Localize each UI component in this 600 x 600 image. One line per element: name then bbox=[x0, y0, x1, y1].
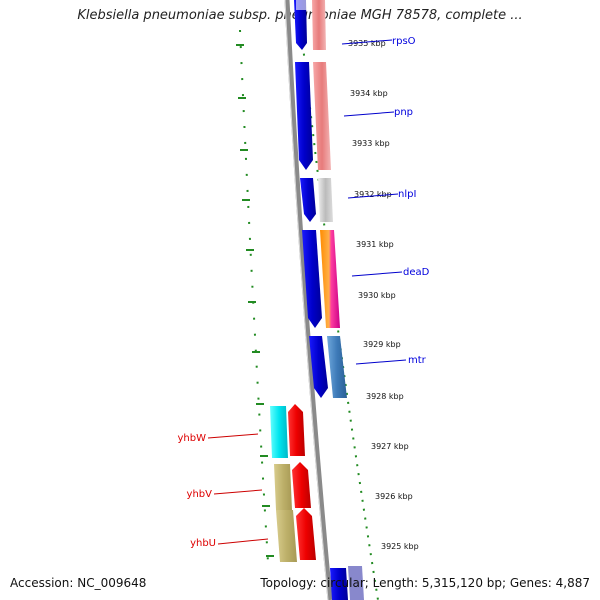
genome-summary: Topology: circular; Length: 5,315,120 bp… bbox=[260, 576, 590, 590]
cog-colored-genes bbox=[296, 0, 364, 600]
gene-rpsO-arrow bbox=[294, 0, 307, 50]
gene-nlpI-arrow bbox=[300, 178, 316, 222]
tick-label: 3926 kbp bbox=[375, 492, 413, 501]
gene-yhbW-arrow bbox=[288, 404, 305, 456]
gene-label-yhbW[interactable]: yhbW bbox=[178, 433, 207, 444]
reverse-strand-genes bbox=[288, 404, 316, 560]
gene-label-yhbU[interactable]: yhbU bbox=[190, 538, 216, 549]
genome-backbone bbox=[284, 0, 333, 600]
genome-backbone-highlight bbox=[284, 0, 329, 600]
gene-label-rpsO[interactable]: rpsO bbox=[392, 36, 416, 47]
gene-label-deaD[interactable]: deaD bbox=[403, 267, 430, 278]
gene-mtr-arrow bbox=[309, 336, 328, 398]
gene-yhbV-arrow bbox=[292, 462, 311, 508]
tick-label: 3930 kbp bbox=[358, 291, 396, 300]
tick-label: 3927 kbp bbox=[371, 442, 409, 451]
gc-skew-ticks bbox=[236, 44, 274, 557]
forward-label-lines bbox=[341, 39, 407, 365]
gene-label-pnp[interactable]: pnp bbox=[394, 107, 413, 118]
tick-label: 3933 kbp bbox=[352, 139, 390, 148]
inner-dotted-track bbox=[239, 29, 269, 563]
reverse-label-lines bbox=[207, 433, 269, 545]
tick-label: 3929 kbp bbox=[363, 340, 401, 349]
gene-pnp-arrow bbox=[295, 62, 313, 170]
gene-deaD-arrow bbox=[302, 230, 322, 328]
gene-label-nlpI[interactable]: nlpI bbox=[398, 189, 416, 200]
reverse-cog-colored-genes bbox=[270, 406, 297, 562]
accession-label: Accession: NC_009648 bbox=[10, 576, 147, 590]
gene-label-mtr[interactable]: mtr bbox=[408, 355, 427, 366]
gene-yhbU-arrow bbox=[296, 508, 316, 560]
tick-label: 3935 kbp bbox=[348, 39, 386, 48]
tick-label: 3931 kbp bbox=[356, 240, 394, 249]
gene-bottom-arrow bbox=[330, 568, 348, 600]
gene-label-yhbV[interactable]: yhbV bbox=[187, 489, 213, 500]
forward-strand-genes bbox=[294, 0, 348, 600]
tick-label: 3932 kbp bbox=[354, 190, 392, 199]
tick-label: 3925 kbp bbox=[381, 542, 419, 551]
tick-label: 3934 kbp bbox=[350, 89, 388, 98]
tick-label: 3928 kbp bbox=[366, 392, 404, 401]
